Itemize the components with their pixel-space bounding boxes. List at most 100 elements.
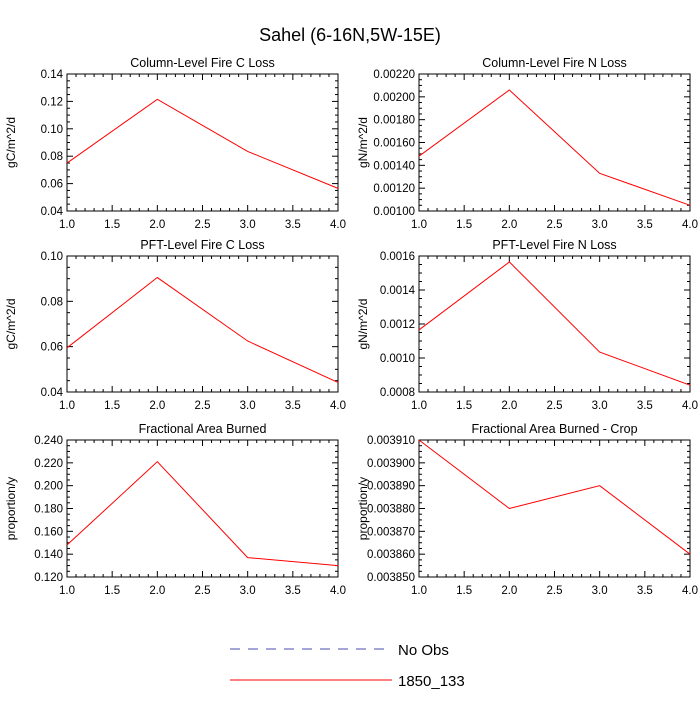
chart-panel-4: PFT-Level Fire N Loss gN/m^2/d 1.0 1.5 2.0 2.…: [356, 238, 698, 412]
x-tick-label: 3.5: [637, 400, 653, 412]
x-tick-label: 3.0: [592, 585, 608, 597]
y-tick-label: 0.240: [34, 435, 63, 447]
plot-frame: [66, 255, 339, 393]
x-tick-label: 3.5: [637, 585, 653, 597]
y-axis-label: gN/m^2/d: [356, 117, 370, 168]
y-tick-label: 0.08: [41, 296, 63, 308]
x-tick-label: 3.0: [240, 400, 256, 412]
x-tick-label: 2.5: [195, 400, 211, 412]
y-tick-label: 0.00140: [373, 160, 415, 172]
y-tick-label: 0.10: [41, 124, 63, 136]
y-tick-label: 0.0008: [380, 387, 415, 399]
y-axis-label: gC/m^2/d: [4, 117, 18, 168]
panel-title: Column-Level Fire C Loss: [130, 56, 275, 70]
y-tick-label: 0.003860: [367, 549, 415, 561]
y-tick-label: 0.08: [41, 151, 63, 163]
x-tick-label: 3.0: [592, 400, 608, 412]
y-tick-label: 0.200: [34, 481, 63, 493]
panel-title: Column-Level Fire N Loss: [482, 56, 627, 70]
x-tick-label: 3.5: [285, 585, 301, 597]
y-tick-label: 0.003890: [367, 481, 415, 493]
chart-panel-2: Column-Level Fire N Loss gN/m^2/d 1.0 1.5 2.…: [356, 56, 698, 231]
x-tick-label: 2.0: [149, 585, 165, 597]
y-tick-label: 0.04: [41, 206, 64, 218]
x-tick-label: 1.5: [456, 219, 472, 231]
y-tick-label: 0.003870: [367, 526, 415, 538]
series-line: [418, 89, 691, 206]
x-tick-label: 2.5: [547, 400, 563, 412]
chart-panel-6: Fractional Area Burned - Crop proportion/…: [356, 422, 698, 597]
x-tick-label: 1.5: [104, 585, 120, 597]
y-tick-label: 0.00100: [373, 206, 415, 218]
legend-label-no-obs: No Obs: [398, 642, 449, 659]
x-tick-label: 4.0: [330, 400, 346, 412]
y-tick-label: 0.140: [34, 549, 63, 561]
x-tick-label: 1.5: [104, 219, 120, 231]
y-tick-label: 0.06: [41, 342, 63, 354]
y-tick-label: 0.180: [34, 504, 63, 516]
x-tick-label: 1.0: [59, 585, 75, 597]
y-axis-label: gC/m^2/d: [4, 299, 18, 350]
y-tick-label: 0.0012: [380, 319, 415, 331]
x-tick-label: 1.5: [104, 400, 120, 412]
figure-title: Sahel (6-16N,5W-15E): [259, 25, 441, 45]
y-tick-label: 0.003910: [367, 435, 415, 447]
y-tick-label: 0.00120: [373, 183, 415, 195]
x-tick-label: 1.5: [456, 585, 472, 597]
y-tick-label: 0.00180: [373, 115, 415, 127]
chart-panel-3: PFT-Level Fire C Loss gC/m^2/d 1.0 1.5 2.0 2.…: [4, 238, 346, 412]
y-tick-label: 0.0010: [380, 353, 415, 365]
panel-title: Fractional Area Burned: [139, 422, 267, 436]
series-line: [66, 460, 339, 567]
y-axis-label: proportion/y: [356, 477, 370, 540]
chart-panels: Column-Level Fire C Loss gC/m^2/d 1.0 1.5 2.…: [4, 56, 698, 597]
series-line: [418, 261, 691, 386]
x-tick-label: 4.0: [330, 219, 346, 231]
x-tick-label: 2.0: [501, 400, 517, 412]
x-tick-label: 1.5: [456, 400, 472, 412]
panel-title: Fractional Area Burned - Crop: [471, 422, 637, 436]
y-tick-label: 0.0016: [380, 251, 415, 263]
y-axis-label: gN/m^2/d: [356, 299, 370, 350]
plot-frame: [66, 439, 339, 578]
x-tick-label: 2.0: [501, 219, 517, 231]
legend: No Obs 1850_133: [230, 642, 465, 690]
x-tick-label: 4.0: [682, 400, 698, 412]
y-tick-label: 0.003850: [367, 572, 415, 584]
x-tick-label: 4.0: [682, 585, 698, 597]
series-line: [66, 276, 339, 383]
y-tick-label: 0.00220: [373, 69, 415, 81]
panel-title: PFT-Level Fire C Loss: [140, 238, 264, 252]
x-tick-label: 1.0: [411, 400, 427, 412]
x-tick-label: 3.5: [637, 219, 653, 231]
y-tick-label: 0.00160: [373, 138, 415, 150]
x-tick-label: 2.0: [149, 400, 165, 412]
x-tick-label: 4.0: [682, 219, 698, 231]
x-tick-label: 3.5: [285, 219, 301, 231]
x-tick-label: 2.0: [149, 219, 165, 231]
series-line: [418, 439, 691, 555]
x-tick-label: 4.0: [330, 585, 346, 597]
y-tick-label: 0.00200: [373, 92, 415, 104]
chart-panel-5: Fractional Area Burned proportion/y 1.0 1.5…: [4, 422, 346, 597]
y-tick-label: 0.220: [34, 458, 63, 470]
panel-title: PFT-Level Fire N Loss: [492, 238, 616, 252]
x-tick-label: 2.5: [547, 585, 563, 597]
y-tick-label: 0.003880: [367, 504, 415, 516]
x-tick-label: 2.5: [547, 219, 563, 231]
x-tick-label: 2.5: [195, 585, 211, 597]
y-tick-label: 0.120: [34, 572, 63, 584]
plot-frame: [418, 255, 691, 393]
plot-frame: [418, 439, 691, 578]
x-tick-label: 1.0: [59, 400, 75, 412]
x-tick-label: 1.0: [411, 219, 427, 231]
x-tick-label: 3.5: [285, 400, 301, 412]
x-tick-label: 1.0: [411, 585, 427, 597]
y-axis-label: proportion/y: [4, 477, 18, 540]
y-tick-label: 0.160: [34, 526, 63, 538]
x-tick-label: 2.0: [501, 585, 517, 597]
x-tick-label: 3.0: [240, 585, 256, 597]
y-tick-label: 0.14: [41, 69, 64, 81]
plot-frame: [66, 73, 339, 212]
